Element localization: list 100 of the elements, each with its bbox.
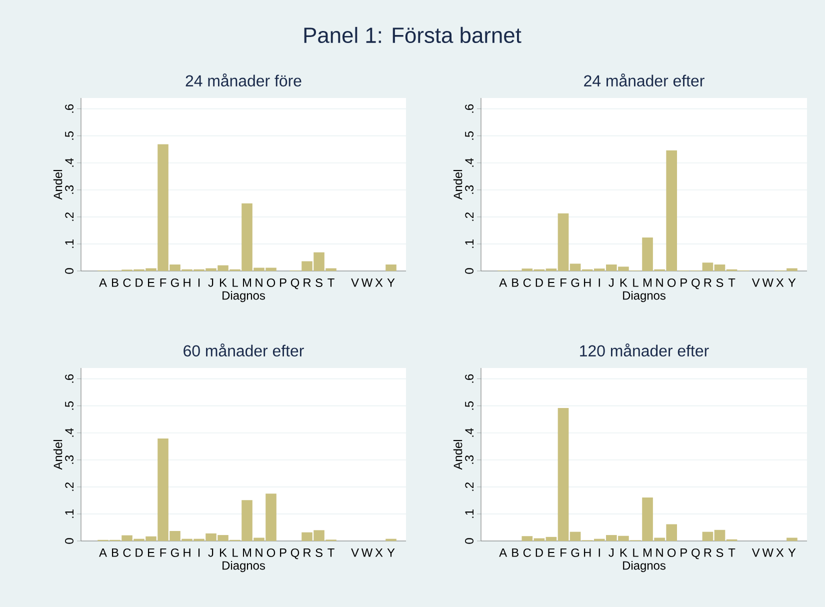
x-tick-label: F	[160, 278, 166, 287]
x-tick-label: P	[680, 548, 687, 557]
x-tick-label: K	[220, 278, 227, 287]
x-tick-label: C	[523, 548, 532, 557]
chart-title: Panel 1: Första barnet	[304, 26, 522, 44]
x-tick-label: B	[512, 548, 518, 557]
x-tick-label: S	[716, 278, 724, 287]
x-tick-label: F	[160, 548, 166, 557]
x-tick-label: Q	[692, 548, 700, 560]
chart-subtitle: 120 månader efter	[580, 343, 709, 356]
y-axis-title: Andel	[53, 170, 62, 200]
y-tick-label: .4	[65, 158, 74, 167]
x-tick-label: T	[328, 278, 334, 287]
y-tick-label: .2	[65, 212, 74, 221]
y-tick-label: .1	[65, 240, 74, 248]
x-tick-label: G	[571, 548, 580, 557]
x-tick-label: H	[184, 278, 190, 287]
y-tick-label: 0	[65, 538, 74, 544]
x-tick-label: R	[304, 548, 311, 557]
x-tick-label: R	[704, 278, 712, 287]
y-tick-label: .3	[65, 455, 74, 464]
y-tick-label: .2	[465, 212, 474, 221]
x-tick-label: Y	[387, 548, 395, 557]
y-tick-label: .2	[65, 482, 74, 491]
x-tick-label: E	[548, 548, 555, 557]
x-tick-label: B	[512, 278, 518, 287]
x-tick-label: X	[375, 278, 383, 287]
y-tick-label: .1	[465, 510, 474, 518]
x-tick-label: H	[584, 548, 591, 557]
y-tick-label: 0	[65, 268, 74, 274]
x-tick-label: A	[99, 278, 107, 287]
y-tick-label: .6	[65, 374, 74, 383]
x-tick-label: R	[304, 278, 311, 287]
x-tick-label: R	[704, 548, 712, 557]
y-axis-title: Andel	[453, 170, 462, 200]
bar	[786, 538, 798, 541]
y-tick-label: .2	[465, 482, 474, 491]
x-tick-label: I	[198, 278, 200, 287]
y-tick-label: .5	[65, 401, 74, 410]
x-tick-label: W	[762, 278, 774, 287]
x-tick-label: A	[499, 548, 508, 557]
x-tick-label: J	[208, 548, 214, 557]
x-tick-label: P	[680, 278, 687, 287]
x-tick-label: H	[184, 548, 190, 557]
x-tick-label: K	[620, 548, 628, 557]
x-tick-label: D	[136, 548, 143, 557]
x-tick-label: Y	[788, 548, 796, 557]
x-tick-label: V	[351, 548, 359, 557]
x-tick-label: T	[728, 548, 736, 557]
chart-subtitle: 60 månader efter	[184, 343, 304, 356]
y-tick-label: .6	[65, 104, 74, 113]
y-tick-label: .5	[465, 401, 474, 410]
x-tick-label: N	[256, 548, 262, 557]
x-tick-label: Y	[387, 278, 395, 287]
x-tick-label: C	[123, 278, 131, 287]
x-tick-label: G	[170, 278, 179, 287]
x-tick-label: M	[644, 278, 652, 287]
x-tick-label: C	[123, 548, 131, 557]
x-tick-label: V	[752, 548, 760, 557]
x-tick-label: S	[316, 548, 322, 557]
x-tick-label: G	[571, 278, 580, 287]
x-tick-label: M	[243, 278, 251, 287]
x-tick-label: H	[584, 278, 591, 287]
x-tick-label: Q	[290, 278, 300, 290]
x-tick-label: L	[232, 548, 238, 557]
x-tick-label: E	[548, 278, 555, 287]
x-tick-label: J	[608, 278, 614, 287]
y-tick-label: 0	[465, 538, 474, 544]
y-tick-label: .1	[465, 240, 474, 248]
y-axis-title: Andel	[53, 440, 62, 470]
y-tick-label: .3	[65, 185, 74, 194]
x-tick-label: S	[316, 278, 322, 287]
y-tick-label: .5	[65, 131, 74, 140]
y-tick-label: .3	[465, 455, 474, 464]
y-tick-label: .5	[465, 131, 474, 140]
x-tick-label: D	[536, 278, 543, 287]
x-tick-label: O	[668, 278, 676, 287]
x-tick-label: Q	[290, 548, 300, 560]
y-tick-label: .4	[65, 428, 74, 437]
y-tick-label: .4	[465, 158, 474, 167]
x-tick-label: J	[608, 548, 614, 557]
x-tick-label: S	[716, 548, 724, 557]
x-tick-label: E	[148, 278, 154, 287]
y-tick-label: 0	[465, 268, 474, 274]
x-tick-label: B	[112, 278, 118, 287]
y-tick-label: .1	[65, 510, 74, 518]
x-tick-label: L	[633, 548, 638, 557]
x-tick-label: L	[232, 278, 238, 287]
x-tick-label: I	[598, 278, 600, 287]
x-tick-label: X	[375, 548, 383, 557]
x-tick-label: W	[762, 548, 774, 557]
x-tick-label: M	[243, 548, 251, 557]
x-tick-label: A	[499, 278, 508, 287]
y-axis-title: Andel	[453, 440, 462, 470]
x-tick-label: G	[170, 548, 179, 557]
x-tick-label: N	[656, 548, 663, 557]
x-tick-label: I	[598, 548, 600, 557]
x-tick-label: X	[776, 548, 784, 557]
x-axis-title: Diagnos	[222, 290, 265, 302]
y-tick-label: .6	[465, 374, 474, 383]
